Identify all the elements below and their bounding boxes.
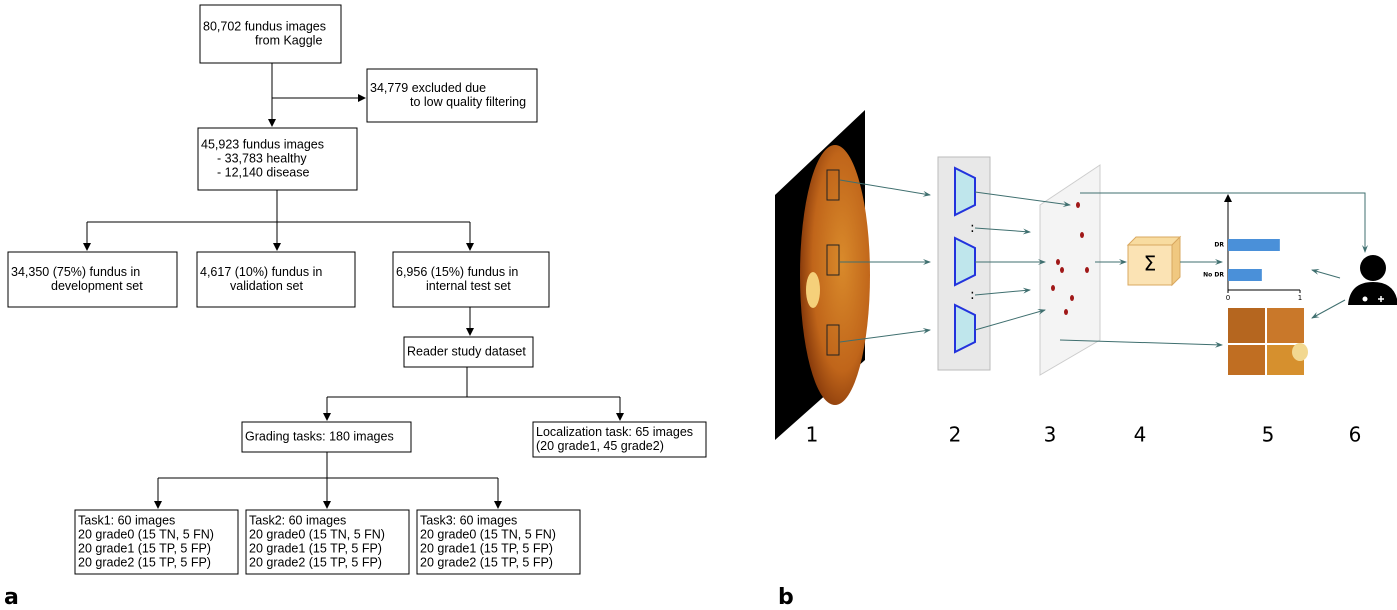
sum-symbol: Σ: [1144, 252, 1157, 276]
node-text: 80,702 fundus images: [203, 19, 326, 33]
node-text: 20 grade2 (15 TP, 5 FP): [249, 555, 382, 569]
node-text: from Kaggle: [255, 33, 322, 47]
bar-label: No DR: [1203, 272, 1224, 279]
doctor-icon: [1348, 255, 1397, 305]
node-text: 45,923 fundus images: [201, 137, 324, 151]
node-text: 20 grade1 (15 TP, 5 FP): [78, 541, 211, 555]
node-text: development set: [51, 279, 143, 293]
node-text: 20 grade1 (15 TP, 5 FP): [249, 541, 382, 555]
node-text: (20 grade1, 45 grade2): [536, 439, 664, 453]
ellipsis: :: [970, 287, 975, 303]
node-text: Grading tasks: 180 images: [245, 429, 394, 443]
node-text: - 33,783 healthy: [217, 151, 307, 165]
node-text: 20 grade1 (15 TP, 5 FP): [420, 541, 553, 555]
node-text: 6,956 (15%) fundus in: [396, 265, 518, 279]
node-text: to low quality filtering: [410, 95, 526, 109]
node-text: 34,350 (75%) fundus in: [11, 265, 140, 279]
node-text: Task2: 60 images: [249, 513, 346, 527]
step-number: 1: [806, 423, 819, 447]
step-number: 2: [949, 423, 962, 447]
flow-node: Grading tasks: 180 images: [242, 422, 411, 452]
panel-label: b: [778, 585, 794, 610]
ellipsis: :: [970, 220, 975, 236]
x-tick-label: 1: [1298, 294, 1302, 302]
node-text: - 12,140 disease: [217, 165, 309, 179]
node-text: 4,617 (10%) fundus in: [200, 265, 322, 279]
pipeline-illustration: : : Σ: [775, 110, 1397, 440]
node-text: 20 grade2 (15 TP, 5 FP): [78, 555, 211, 569]
node-text: internal test set: [426, 279, 511, 293]
flow-node: 45,923 fundus images- 33,783 healthy- 12…: [198, 128, 357, 190]
figure: a b : : Σ DRNo DR01 80,702 fundus imag: [0, 0, 1397, 610]
node-text: 34,779 excluded due: [370, 81, 486, 95]
flow-node: Localization task: 65 images(20 grade1, …: [533, 422, 706, 457]
node-text: Reader study dataset: [407, 344, 526, 358]
bar-chart: DR No DR 0 1: [1203, 195, 1302, 302]
node-text: Task1: 60 images: [78, 513, 175, 527]
bar: [1228, 239, 1280, 251]
bar-label: DR: [1214, 242, 1224, 249]
x-tick-label: 0: [1226, 294, 1230, 302]
bar: [1228, 269, 1262, 281]
flow-node: Reader study dataset: [404, 337, 533, 367]
node-text: validation set: [230, 279, 303, 293]
node-text: Task3: 60 images: [420, 513, 517, 527]
node-text: 20 grade2 (15 TP, 5 FP): [420, 555, 553, 569]
node-text: Localization task: 65 images: [536, 425, 693, 439]
node-text: 20 grade0 (15 TN, 5 FN): [78, 527, 214, 541]
step-number: 5: [1262, 423, 1275, 447]
node-text: 20 grade0 (15 TN, 5 FN): [249, 527, 385, 541]
step-number: 6: [1349, 423, 1362, 447]
node-text: 20 grade0 (15 TN, 5 FN): [420, 527, 556, 541]
step-number: 3: [1044, 423, 1057, 447]
step-number: 4: [1134, 423, 1147, 447]
panel-label: a: [4, 585, 19, 610]
